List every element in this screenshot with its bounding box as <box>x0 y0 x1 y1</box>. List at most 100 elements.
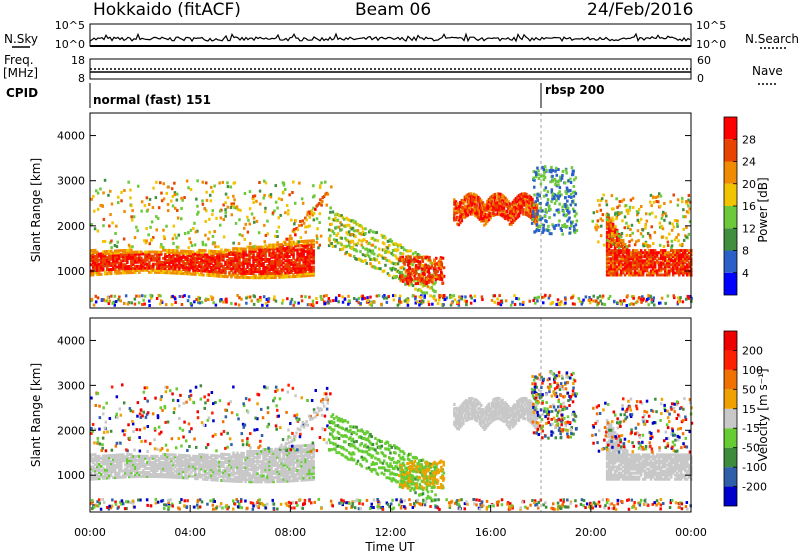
range-cell <box>264 272 267 276</box>
range-cell <box>158 260 161 264</box>
range-cell <box>617 267 621 271</box>
range-cell <box>525 213 528 217</box>
range-cell <box>407 263 410 267</box>
range-cell <box>459 221 462 225</box>
range-cell <box>308 215 311 219</box>
range-cell <box>186 468 189 472</box>
range-cell <box>605 224 609 228</box>
range-cell <box>457 205 461 209</box>
range-cell <box>99 187 102 191</box>
range-cell <box>196 457 199 460</box>
range-cell <box>267 297 270 301</box>
range-cell <box>270 245 273 249</box>
range-cell <box>541 230 545 234</box>
range-cell <box>96 465 99 469</box>
range-cell <box>627 249 631 253</box>
range-cell <box>164 269 167 273</box>
range-cell <box>645 253 649 257</box>
range-cell <box>268 270 271 273</box>
range-cell <box>138 456 141 460</box>
range-cell <box>190 464 193 468</box>
range-cell <box>365 240 368 244</box>
range-cell <box>274 200 278 204</box>
range-cell <box>112 257 115 261</box>
range-cell <box>94 463 97 467</box>
range-cell <box>306 225 309 229</box>
range-cell <box>689 295 692 298</box>
range-cell <box>292 254 295 258</box>
range-cell <box>477 207 480 211</box>
range-cell <box>674 249 677 253</box>
range-cell <box>244 267 247 271</box>
range-cell <box>230 261 233 265</box>
range-cell <box>647 294 650 298</box>
range-cell <box>481 210 485 214</box>
range-cell <box>335 212 338 216</box>
range-cell <box>198 453 201 457</box>
range-cell <box>154 258 157 262</box>
range-cell <box>623 265 627 269</box>
range-cell <box>158 456 161 460</box>
range-cell <box>471 194 474 198</box>
range-cell <box>244 271 247 275</box>
range-cell <box>168 263 171 267</box>
range-cell <box>108 464 111 468</box>
range-cell <box>294 219 297 222</box>
range-cell <box>280 251 283 255</box>
range-cell <box>92 457 95 461</box>
range-cell <box>242 271 245 275</box>
range-cell <box>182 468 185 472</box>
range-cell <box>501 214 504 218</box>
range-cell <box>110 474 113 478</box>
range-cell <box>214 250 217 253</box>
range-cell <box>232 249 235 253</box>
range-cell <box>252 197 255 201</box>
range-cell <box>609 271 613 275</box>
range-cell <box>156 258 159 262</box>
range-cell <box>286 263 289 267</box>
range-cell <box>460 201 464 205</box>
range-cell <box>180 476 183 480</box>
range-cell <box>418 254 421 258</box>
range-cell <box>232 263 235 267</box>
range-cell <box>649 251 653 255</box>
range-cell <box>216 266 219 270</box>
range-cell <box>192 262 195 266</box>
range-cell <box>334 298 338 302</box>
range-cell <box>288 248 291 252</box>
range-cell <box>96 267 99 270</box>
range-cell <box>100 256 103 260</box>
range-cell <box>142 470 145 474</box>
range-cell <box>625 261 629 265</box>
range-cell <box>220 252 223 256</box>
range-cell <box>300 244 303 248</box>
range-cell <box>660 216 664 220</box>
range-cell <box>258 247 261 251</box>
range-cell <box>520 201 524 205</box>
range-cell <box>222 235 226 239</box>
range-cell <box>329 241 332 245</box>
range-cell <box>236 475 239 479</box>
range-cell <box>573 178 576 182</box>
range-cell <box>457 207 461 211</box>
range-cell <box>688 263 691 267</box>
range-cell <box>633 263 637 267</box>
range-cell <box>616 230 619 234</box>
range-cell <box>522 199 525 202</box>
range-cell <box>158 250 161 254</box>
range-cell <box>474 198 477 201</box>
range-cell <box>178 459 181 463</box>
range-cell <box>172 251 175 255</box>
range-cell <box>599 208 603 212</box>
range-cell <box>110 466 113 470</box>
range-cell <box>599 199 603 203</box>
range-cell <box>178 469 181 473</box>
range-cell <box>371 258 375 261</box>
range-cell <box>226 467 229 471</box>
range-cell <box>92 475 95 479</box>
range-cell <box>286 273 289 277</box>
range-cell <box>274 259 277 263</box>
range-cell <box>238 269 241 273</box>
range-cell <box>133 297 137 301</box>
range-cell <box>263 240 266 244</box>
